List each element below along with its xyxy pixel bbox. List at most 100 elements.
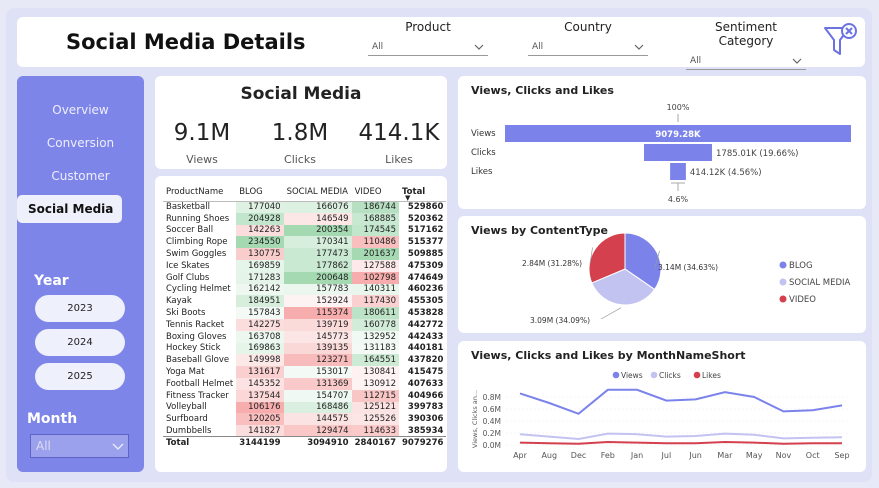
- country-dropdown[interactable]: All: [528, 39, 648, 56]
- matrix-cell-total: 399783: [407, 402, 444, 413]
- matrix-cell-video: 125121: [351, 401, 399, 414]
- series-line-likes[interactable]: [519, 440, 842, 445]
- matrix-cell-social-media: 145773: [283, 330, 352, 343]
- nav-conversion[interactable]: Conversion: [46, 136, 115, 150]
- matrix-cell-total: 440181: [407, 343, 444, 354]
- legend-label-social-media[interactable]: SOCIAL MEDIA: [789, 278, 851, 288]
- series-line-clicks[interactable]: [519, 432, 843, 441]
- year-button-2023[interactable]: 2023: [35, 295, 125, 322]
- matrix-row-cycling-helmet[interactable]: Cycling Helmet 162142 157783 140311 460236: [163, 283, 446, 296]
- year-button-2024[interactable]: 2024: [35, 329, 125, 356]
- matrix-cell-product: Volleyball: [166, 402, 207, 413]
- matrix-row-surfboard[interactable]: Surfboard 120205 144575 125526 390306: [163, 413, 446, 426]
- pie-slice-blog[interactable]: [624, 232, 662, 291]
- y-tick-label: 0.6M: [483, 405, 501, 414]
- legend-label-blog[interactable]: BLOG: [789, 261, 813, 271]
- legend-label-video[interactable]: VIDEO: [789, 295, 816, 305]
- funnel-bar-clicks[interactable]: [643, 144, 713, 161]
- pie-leader-line: [654, 250, 660, 269]
- pie-slice-video[interactable]: [588, 232, 626, 284]
- matrix-row-boxing-gloves[interactable]: Boxing Gloves 163708 145773 132952 442433: [163, 330, 446, 343]
- page-title: Social Media Details: [66, 30, 306, 54]
- pie-slice-social-media[interactable]: [591, 268, 656, 306]
- matrix-row-football-helmet[interactable]: Football Helmet 145352 131369 130912 407633: [163, 377, 446, 390]
- matrix-cell-total: 415475: [407, 367, 444, 378]
- matrix-row-volleyball[interactable]: Volleyball 106176 168486 125121 399783: [163, 401, 446, 414]
- legend-label-clicks[interactable]: Clicks: [659, 371, 681, 380]
- x-tick-label: Oct: [806, 451, 820, 460]
- funnel-bar-views[interactable]: [505, 125, 851, 142]
- x-tick-label: Feb: [601, 451, 615, 460]
- matrix-row-swim-goggles[interactable]: Swim Goggles 130775 177473 201637 509885: [163, 248, 446, 260]
- matrix-cell-blog: 169863: [236, 342, 284, 355]
- matrix-row-hockey-stick[interactable]: Hockey Stick 169863 139135 131183 440181: [163, 342, 446, 355]
- matrix-cell-product: Boxing Gloves: [166, 331, 227, 342]
- product-dropdown-value: All: [372, 42, 384, 52]
- matrix-row-baseball-glove[interactable]: Baseball Glove 149998 123271 164551 437820: [163, 354, 446, 367]
- matrix-cell-blog: 106176: [236, 401, 284, 414]
- matrix-header-total[interactable]: Total ▼: [399, 183, 447, 202]
- nav-overview[interactable]: Overview: [52, 103, 109, 117]
- matrix-header-blog[interactable]: BLOG: [236, 183, 284, 202]
- matrix-cell-social-media: 131369: [283, 377, 352, 390]
- line-title: Views, Clicks and Likes by MonthNameShor…: [471, 349, 746, 362]
- y-tick-label: 0.8M: [483, 393, 501, 402]
- matrix-cell-product: Hockey Stick: [166, 343, 221, 354]
- matrix-row-basketball[interactable]: Basketball 177040 166076 186744 529860: [163, 201, 446, 213]
- year-button-2025[interactable]: 2025: [35, 363, 125, 390]
- matrix-header-product[interactable]: ProductName: [163, 183, 237, 202]
- matrix-cell-total: 437820: [407, 355, 444, 366]
- legend-marker-views: [612, 371, 620, 379]
- funnel-top-pct: 100%: [667, 103, 690, 112]
- matrix-cell-product: Running Shoes: [166, 213, 230, 224]
- matrix-cell-blog: 184951: [236, 295, 284, 308]
- pie-data-label: 3.14M (34.63%): [658, 263, 718, 272]
- legend-label-views[interactable]: Views: [621, 371, 643, 380]
- matrix-row-climbing-rope[interactable]: Climbing Rope 234550 170341 110486 515377: [163, 236, 446, 249]
- legend-marker-likes: [693, 371, 701, 379]
- funnel-data-label: 414.12K (4.56%): [690, 168, 762, 178]
- matrix-row-running-shoes[interactable]: Running Shoes 204928 146549 168885 520362: [163, 212, 446, 225]
- matrix-cell-total: 407633: [407, 378, 444, 389]
- clear-filter-icon[interactable]: [823, 22, 859, 60]
- sort-desc-icon: ▼: [405, 194, 411, 202]
- kpi-clicks-label: Clicks: [284, 153, 316, 166]
- matrix-row-ski-boots[interactable]: Ski Boots 157843 115374 180611 453828: [163, 307, 446, 319]
- matrix-row-ice-skates[interactable]: Ice Skates 169859 177862 127588 475309: [163, 259, 446, 272]
- product-dropdown[interactable]: All: [368, 39, 488, 56]
- matrix-cell-blog: 137544: [236, 389, 284, 402]
- x-tick-label: May: [746, 451, 763, 460]
- month-dropdown[interactable]: All: [30, 434, 129, 458]
- country-slicer[interactable]: Country All: [528, 20, 648, 56]
- matrix-row-yoga-mat[interactable]: Yoga Mat 131617 153017 130841 415475: [163, 366, 446, 378]
- matrix-row-tennis-racket[interactable]: Tennis Racket 142275 139719 160778 442772: [163, 318, 446, 331]
- matrix-header-social-media[interactable]: SOCIAL MEDIA: [283, 183, 352, 202]
- matrix-total-label: Total: [163, 436, 237, 449]
- matrix-row-golf-clubs[interactable]: Golf Clubs 171283 200648 102798 474649: [163, 271, 446, 284]
- sentiment-slicer[interactable]: Sentiment Category All: [686, 20, 806, 70]
- matrix-row-dumbbells[interactable]: Dumbbells 141827 129474 114633 385934: [163, 425, 446, 437]
- matrix-cell-social-media: 157783: [283, 283, 352, 296]
- matrix-cell-product: Swim Goggles: [166, 249, 227, 260]
- matrix-cell-total: 474649: [407, 272, 444, 283]
- matrix-row-soccer-ball[interactable]: Soccer Ball 142263 200354 174545 517162: [163, 224, 446, 237]
- series-line-views[interactable]: [519, 388, 843, 415]
- legend-label-likes[interactable]: Likes: [702, 371, 721, 380]
- header-bar: [17, 17, 865, 67]
- matrix-cell-social-media: 144575: [283, 413, 352, 426]
- matrix-cell-video: 160778: [351, 318, 399, 331]
- nav-social-media[interactable]: Social Media: [17, 195, 122, 223]
- product-slicer[interactable]: Product All: [368, 20, 488, 56]
- kpi-likes-value: 414.1K: [358, 120, 440, 146]
- matrix-cell-product: Yoga Mat: [166, 367, 205, 378]
- matrix-cell-product: Fitness Tracker: [166, 390, 229, 401]
- sentiment-dropdown[interactable]: All: [686, 53, 806, 70]
- x-tick-label: Mar: [717, 451, 733, 460]
- nav-customer[interactable]: Customer: [51, 169, 110, 183]
- funnel-bar-likes[interactable]: [670, 163, 686, 180]
- matrix-header-video[interactable]: VIDEO: [351, 183, 399, 202]
- matrix-row-kayak[interactable]: Kayak 184951 152924 117430 455305: [163, 295, 446, 308]
- matrix-row-fitness-tracker[interactable]: Fitness Tracker 137544 154707 112715 404966: [163, 389, 446, 402]
- matrix-cell-social-media: 200354: [283, 224, 352, 237]
- matrix-cell-video: 131183: [351, 342, 399, 355]
